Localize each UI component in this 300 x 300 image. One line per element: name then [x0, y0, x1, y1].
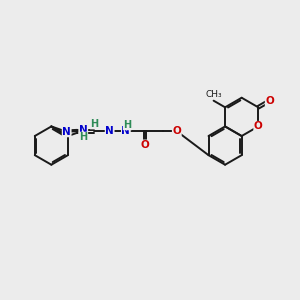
Text: O: O — [265, 96, 274, 106]
Text: O: O — [141, 140, 149, 150]
Text: CH₃: CH₃ — [206, 90, 223, 99]
Text: N: N — [62, 127, 71, 137]
Text: N: N — [79, 125, 88, 135]
Text: H: H — [79, 132, 87, 142]
Text: O: O — [254, 122, 262, 131]
Text: H: H — [90, 119, 98, 129]
Text: O: O — [172, 126, 181, 136]
Text: N: N — [122, 126, 130, 136]
Text: N: N — [105, 126, 114, 136]
Text: H: H — [123, 120, 131, 130]
